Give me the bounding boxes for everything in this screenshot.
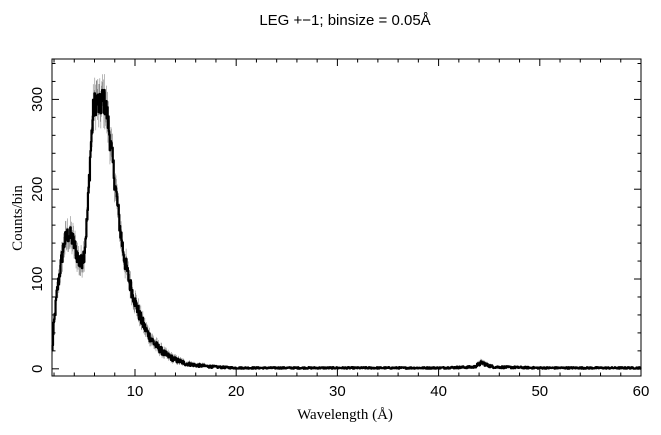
x-axis-label: Wavelength (Å) [297, 407, 393, 423]
y-tick-label: 100 [29, 266, 46, 291]
y-axis: 0 100 200 300 [29, 62, 641, 373]
y-axis-label: Counts/bin [10, 185, 26, 251]
x-axis: 10 20 30 40 50 60 [53, 59, 650, 400]
x-tick-label: 60 [633, 383, 650, 400]
x-tick-label: 40 [430, 383, 447, 400]
error-bars [51, 74, 491, 368]
x-tick-label: 10 [127, 383, 144, 400]
x-tick-label: 30 [329, 383, 346, 400]
x-tick-label: 50 [531, 383, 548, 400]
y-tick-label: 300 [29, 87, 46, 112]
chart-title: LEG +−1; binsize = 0.05Å [259, 12, 430, 29]
spectrum-line [51, 88, 642, 370]
plot-frame [51, 58, 642, 377]
y-tick-label: 0 [29, 365, 46, 373]
data-series [51, 88, 642, 370]
y-tick-label: 200 [29, 177, 46, 202]
x-tick-label: 20 [228, 383, 245, 400]
